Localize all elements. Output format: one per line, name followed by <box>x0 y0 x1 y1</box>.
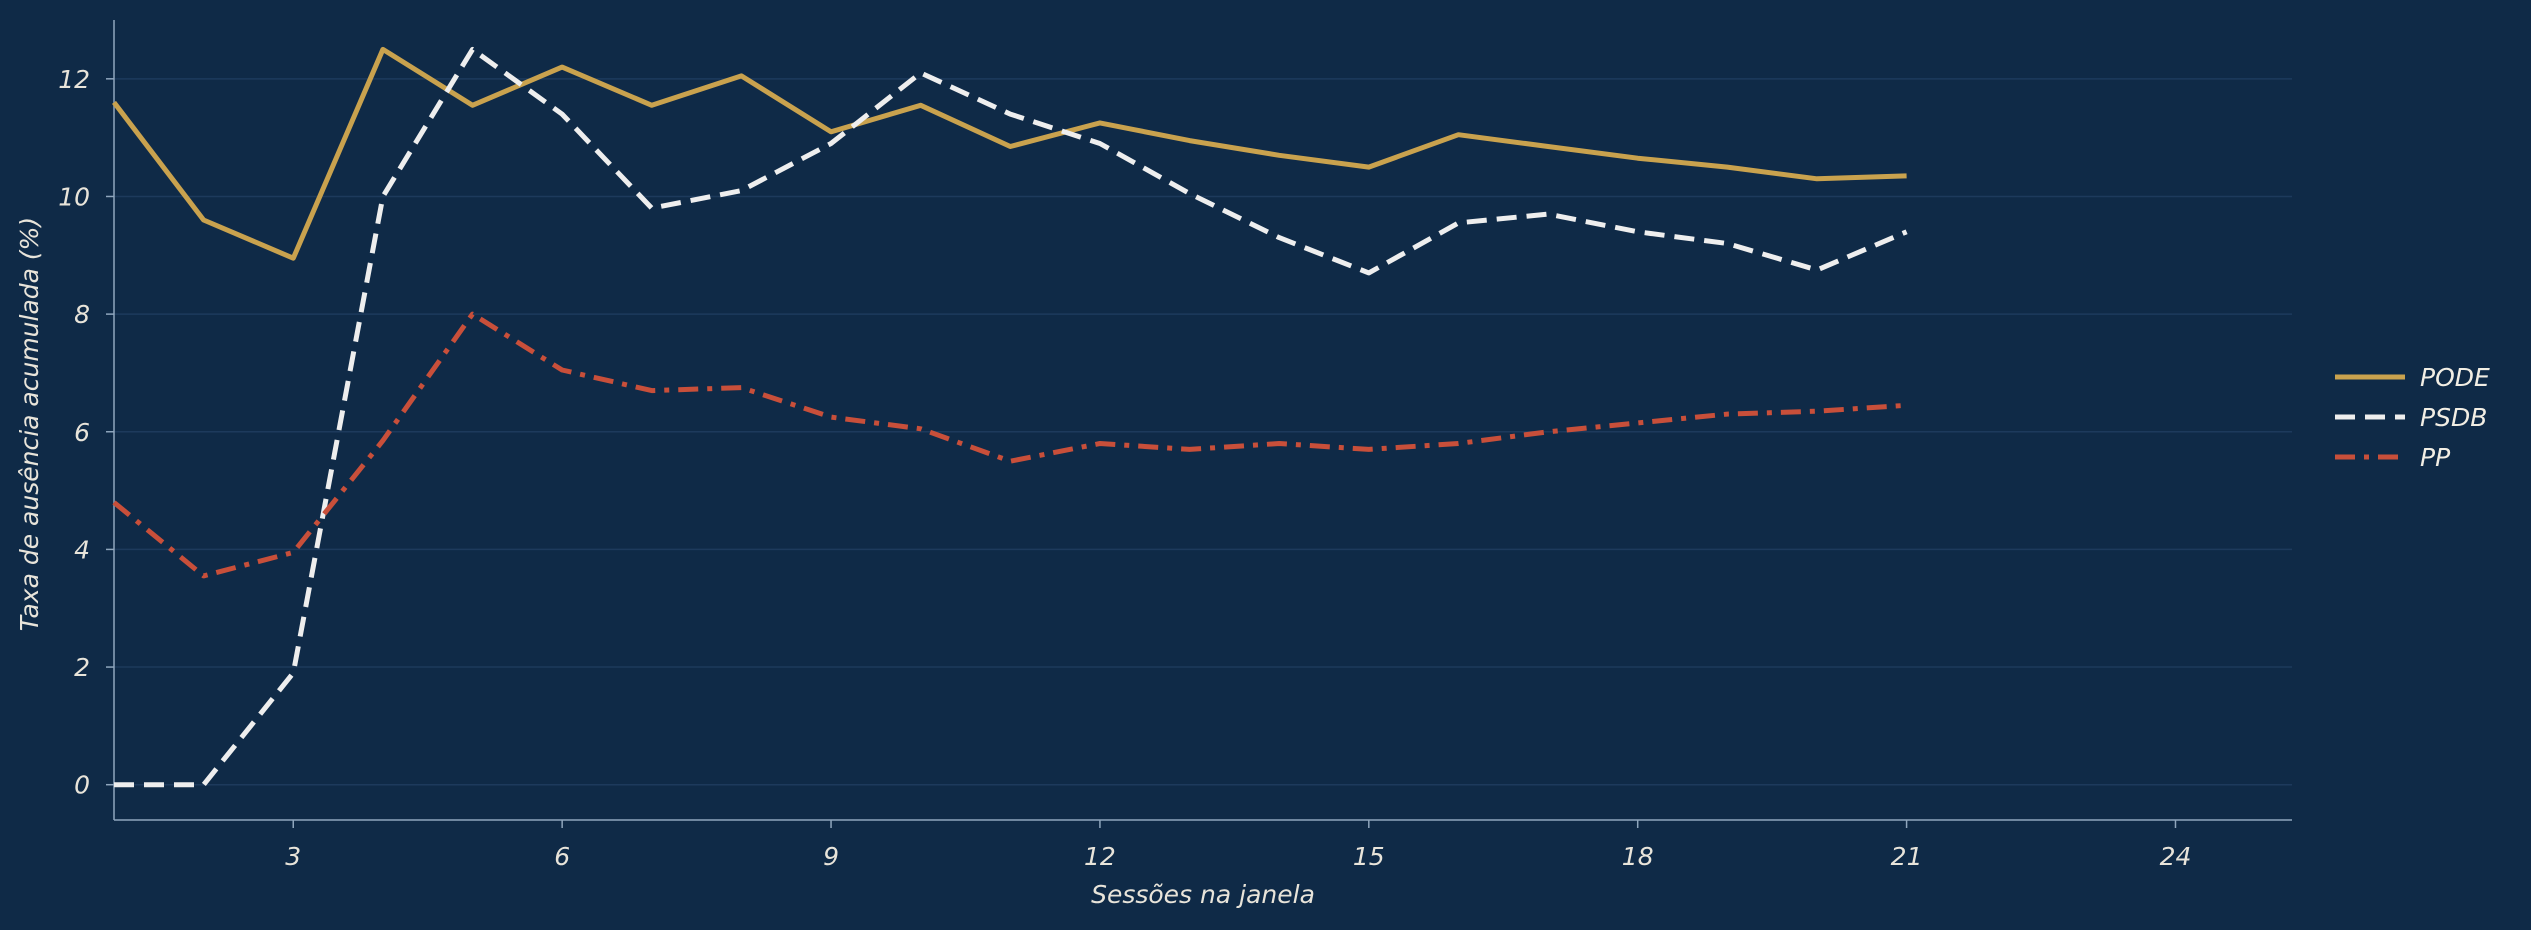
y-axis-label: Taxa de ausência acumulada (%) <box>15 217 44 631</box>
legend-label: PODE <box>2420 363 2490 392</box>
x-tick-label: 21 <box>1891 842 1923 871</box>
x-tick-label: 6 <box>554 842 570 871</box>
y-tick-label: 0 <box>74 771 90 800</box>
legend-label: PSDB <box>2420 403 2487 432</box>
x-tick-label: 3 <box>285 842 301 871</box>
y-tick-label: 10 <box>58 182 90 211</box>
legend: PODE PSDB PP <box>2335 363 2490 472</box>
series-lines <box>112 46 1908 788</box>
legend-item-psdb: PSDB <box>2335 403 2487 432</box>
series-line-psdb <box>114 46 1908 788</box>
y-tick-label: 2 <box>74 653 90 682</box>
legend-label: PP <box>2420 443 2451 472</box>
y-tick-label: 8 <box>74 300 90 329</box>
x-tick-label: 18 <box>1622 842 1654 871</box>
x-tick-label: 9 <box>823 842 839 871</box>
series-line-pode <box>112 46 1907 261</box>
y-tick-label: 4 <box>74 535 90 564</box>
y-tick-label: 6 <box>74 418 90 447</box>
x-axis-label: Sessões na janela <box>1091 880 1315 909</box>
gridlines <box>114 78 2292 786</box>
axes <box>106 20 2292 828</box>
series-line-pp <box>112 311 1907 579</box>
legend-item-pp: PP <box>2335 443 2451 472</box>
legend-item-pode: PODE <box>2335 363 2490 392</box>
x-tick-label: 15 <box>1353 842 1385 871</box>
x-tick-label: 24 <box>2160 842 2192 871</box>
x-tick-label: 12 <box>1084 842 1116 871</box>
y-tick-label: 12 <box>58 65 90 94</box>
